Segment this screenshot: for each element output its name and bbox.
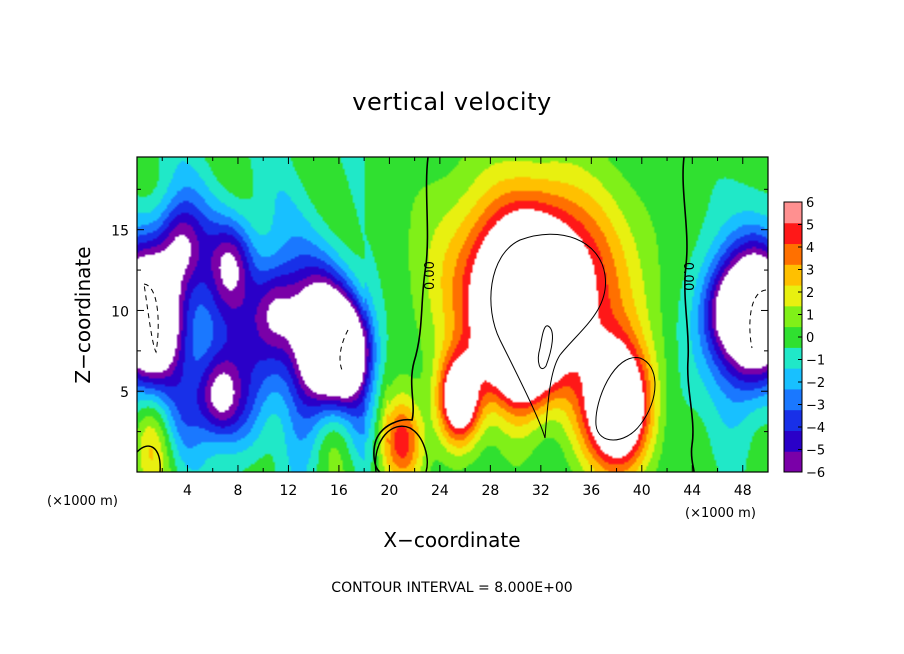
x-axis-title: X−coordinate	[383, 528, 520, 552]
colorbar-swatch	[784, 388, 802, 411]
x-tick-label: 4	[183, 483, 192, 499]
x-tick-label: 44	[683, 483, 701, 499]
colorbar-label: −2	[806, 376, 825, 391]
colorbar-swatch	[784, 451, 802, 473]
zero-contour-corner	[137, 445, 161, 472]
colorbar-label: −1	[806, 354, 825, 369]
colorbar-swatch	[784, 243, 802, 265]
zero-contour-left	[373, 157, 429, 472]
colorbar-swatch	[784, 368, 802, 390]
colorbar-swatch	[784, 202, 802, 224]
y-tick-label: 15	[111, 224, 129, 240]
colorbar-swatch	[784, 347, 802, 369]
zero-contour-blob	[374, 425, 428, 472]
colorbar-label: 2	[806, 286, 814, 301]
negative-contour-left	[143, 283, 159, 354]
colorbar-swatch	[784, 430, 802, 452]
colorbar-label: −3	[806, 399, 825, 414]
x-tick-label: 20	[380, 483, 398, 499]
positive-contour-core	[537, 325, 553, 370]
colorbar: −6 −5 −4 −3 −2 −1 0 1 2 3 4 5 6	[783, 196, 825, 481]
positive-contour-main	[490, 233, 607, 439]
colorbar-label: −4	[806, 421, 825, 436]
contour-label-left: 0.00	[423, 261, 438, 290]
colorbar-label: 6	[806, 196, 814, 211]
x-tick-label: 32	[532, 483, 550, 499]
heatmap-field	[137, 157, 768, 472]
colorbar-swatch	[784, 285, 802, 307]
colorbar-label: 5	[806, 219, 814, 234]
plot-frame	[136, 156, 769, 473]
chart-title: vertical velocity	[352, 88, 552, 116]
x-tick-label: 8	[233, 483, 242, 499]
contour-label-right: 0.00	[680, 262, 695, 291]
x-tick-label: 12	[280, 483, 298, 499]
colorbar-swatch	[784, 305, 802, 328]
colorbar-label: −6	[806, 466, 825, 481]
colorbar-swatch	[784, 326, 802, 348]
positive-contour-right	[595, 357, 656, 441]
y-axis: 5 10 15	[111, 188, 768, 433]
colorbar-swatch	[784, 409, 802, 431]
colorbar-label: 1	[806, 309, 814, 324]
colorbar-swatch	[784, 222, 802, 245]
y-tick-label: 10	[111, 304, 129, 320]
x-unit-left: (×1000 m)	[47, 494, 118, 509]
colorbar-label: 4	[806, 241, 814, 256]
zero-contour-right	[682, 157, 695, 472]
colorbar-swatch	[784, 264, 802, 286]
x-tick-label: 16	[330, 483, 348, 499]
zero-contours	[137, 157, 767, 472]
y-axis-title: Z−coordinate	[71, 246, 95, 383]
colorbar-label: 3	[806, 264, 814, 279]
x-tick-label: 36	[582, 483, 600, 499]
negative-contour-mid	[339, 329, 349, 371]
x-axis: 4 8 12 16 20 24 28 32 36 40 44 48	[161, 157, 752, 499]
x-tick-label: 48	[734, 483, 752, 499]
x-tick-label: 28	[481, 483, 499, 499]
colorbar-label: −5	[806, 444, 825, 459]
contour-interval-footer: CONTOUR INTERVAL = 8.000E+00	[331, 580, 572, 596]
colorbar-label: 0	[806, 331, 814, 346]
y-tick-label: 5	[120, 385, 129, 401]
negative-contour-right	[749, 289, 767, 349]
x-unit-right: (×1000 m)	[685, 506, 756, 521]
x-tick-label: 24	[431, 483, 449, 499]
x-tick-label: 40	[633, 483, 651, 499]
